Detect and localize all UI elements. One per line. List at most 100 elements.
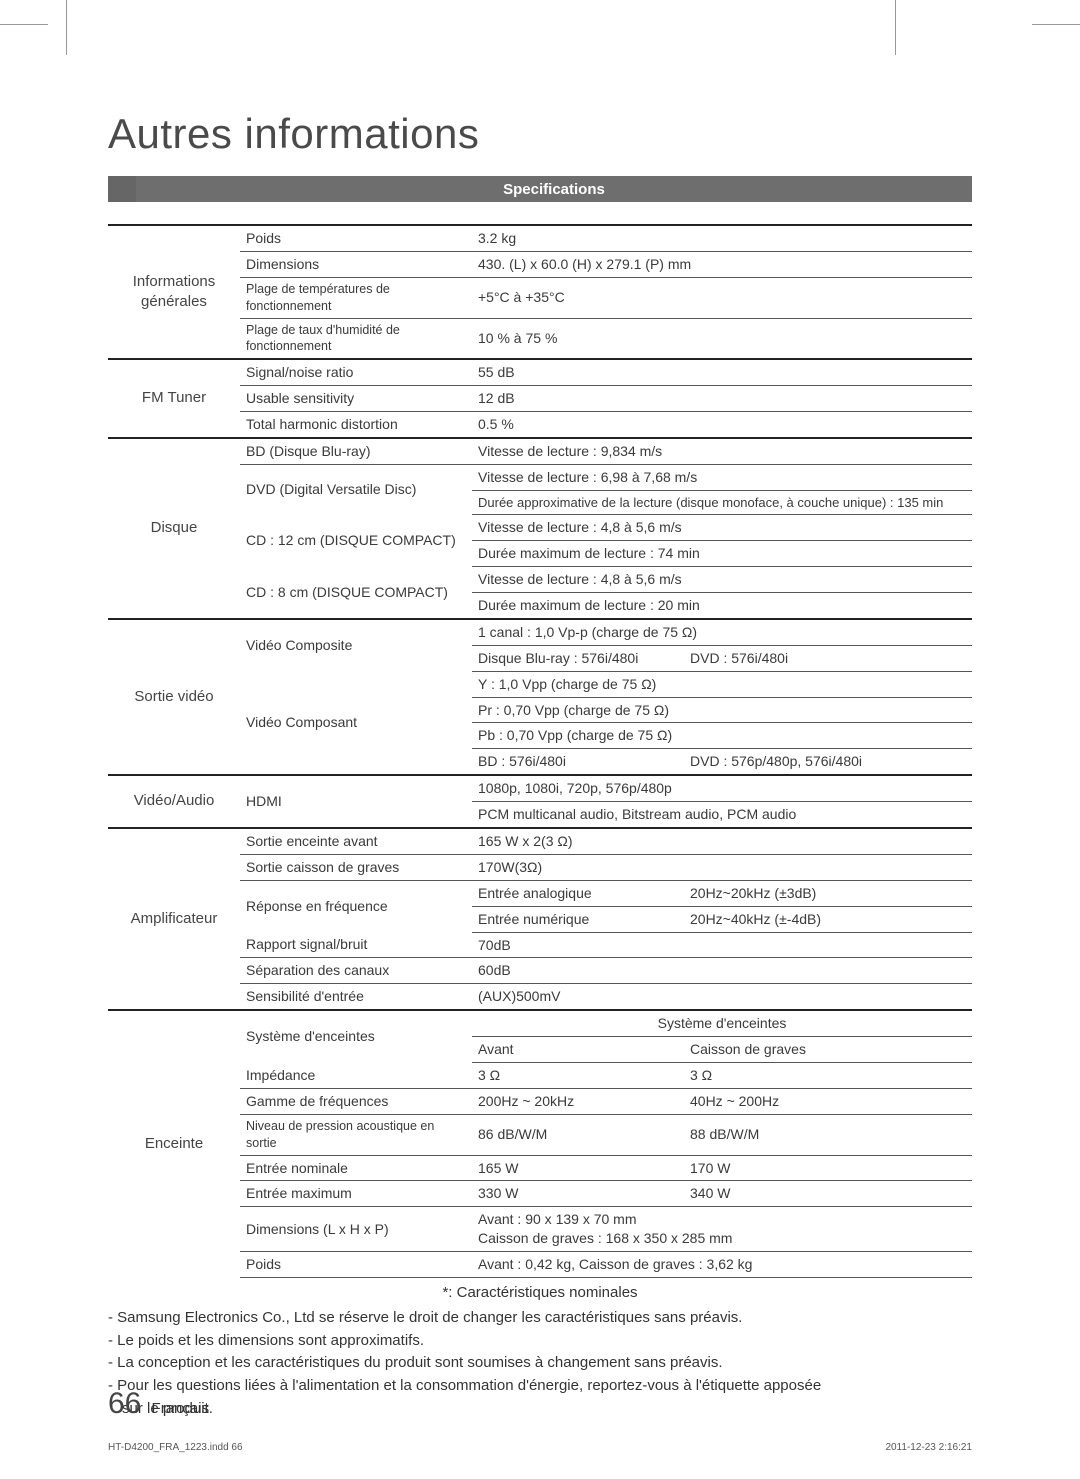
section-bar: Specifications [108,176,972,202]
row-value: 0.5 % [472,412,972,438]
row-value: Vitesse de lecture : 4,8 à 5,6 m/s [472,567,972,593]
row-value: Y : 1,0 Vpp (charge de 75 Ω) [472,671,972,697]
row-value: 340 W [684,1181,972,1207]
row-value: 430. (L) x 60.0 (H) x 279.1 (P) mm [472,251,972,277]
dim-front: Avant : 90 x 139 x 70 mm [478,1211,637,1227]
category-hdmi: Vidéo/Audio [108,775,240,828]
crop-mark [1032,24,1080,25]
row-value: 3 Ω [684,1062,972,1088]
page-number: 66 Français [108,1387,209,1421]
row-value: 170W(3Ω) [472,854,972,880]
row-value: Vitesse de lecture : 6,98 à 7,68 m/s [472,464,972,490]
row-value: 165 W x 2(3 Ω) [472,828,972,854]
row-value: Durée maximum de lecture : 20 min [472,592,972,618]
row-label: Réponse en fréquence [240,880,472,932]
page-language: Français [152,1400,210,1417]
row-label: Sortie enceinte avant [240,828,472,854]
row-value: Vitesse de lecture : 4,8 à 5,6 m/s [472,515,972,541]
crop-mark [895,0,896,55]
row-value: 60dB [472,958,972,984]
row-label: Impédance [240,1062,472,1088]
row-value: 3 Ω [472,1062,684,1088]
row-value: (AUX)500mV [472,984,972,1010]
row-value: Vitesse de lecture : 9,834 m/s [472,438,972,464]
dim-sub: Caisson de graves : 168 x 350 x 285 mm [478,1230,732,1246]
section-header: Specifications [136,176,972,202]
row-value: Entrée analogique [472,880,684,906]
row-value: 330 W [472,1181,684,1207]
row-label: Vidéo Composite [240,619,472,671]
spec-table: Informations générales Poids 3.2 kg Dime… [108,224,972,1278]
row-value: 1 canal : 1,0 Vp-p (charge de 75 Ω) [472,619,972,645]
row-label: Poids [240,1252,472,1278]
row-label: HDMI [240,775,472,828]
manual-page: Autres informations Specifications Infor… [0,0,1080,1479]
crop-mark [0,24,48,25]
page-number-value: 66 [108,1387,141,1420]
row-value: 10 % à 75 % [472,318,972,359]
row-label: BD (Disque Blu-ray) [240,438,472,464]
row-label: Sensibilité d'entrée [240,984,472,1010]
row-value: 165 W [472,1155,684,1181]
row-value: Avant : 0,42 kg, Caisson de graves : 3,6… [472,1252,972,1278]
row-label: Niveau de pression acoustique en sortie [240,1114,472,1155]
row-value: PCM multicanal audio, Bitstream audio, P… [472,802,972,828]
row-value: Disque Blu-ray : 576i/480i [472,645,684,671]
row-value: Avant : 90 x 139 x 70 mm Caisson de grav… [472,1207,972,1252]
row-value: Durée approximative de la lecture (disqu… [472,490,972,515]
row-value: 20Hz~20kHz (±3dB) [684,880,972,906]
category-amp: Amplificateur [108,828,240,1010]
row-label: CD : 12 cm (DISQUE COMPACT) [240,515,472,567]
row-label: Plage de taux d'humidité de fonctionneme… [240,318,472,359]
row-value: Durée maximum de lecture : 74 min [472,541,972,567]
column-header-front: Avant [472,1037,684,1063]
note-line: - Pour les questions liées à l'alimentat… [108,1375,972,1397]
crop-mark [66,0,67,55]
row-value: 12 dB [472,386,972,412]
row-value: DVD : 576i/480i [684,645,972,671]
row-label: Plage de températures de fonctionnement [240,277,472,318]
row-label: Séparation des canaux [240,958,472,984]
row-label: Signal/noise ratio [240,359,472,385]
row-label: Sortie caisson de graves [240,854,472,880]
note-line: sur le produit. [108,1398,972,1420]
note-line: - Le poids et les dimensions sont approx… [108,1330,972,1352]
category-fm: FM Tuner [108,359,240,438]
row-value: 200Hz ~ 20kHz [472,1088,684,1114]
footnote: *: Caractéristiques nominales [108,1284,972,1301]
category-video: Sortie vidéo [108,619,240,775]
row-label: Rapport signal/bruit [240,932,472,958]
row-label: Total harmonic distortion [240,412,472,438]
row-label: Entrée nominale [240,1155,472,1181]
row-label: Dimensions (L x H x P) [240,1207,472,1252]
row-value: 1080p, 1080i, 720p, 576p/480p [472,775,972,801]
category-disc: Disque [108,438,240,619]
category-general: Informations générales [108,225,240,359]
row-label: Système d'enceintes [240,1010,472,1062]
notes: - Samsung Electronics Co., Ltd se réserv… [108,1307,972,1420]
column-header-sub: Caisson de graves [684,1037,972,1063]
footer-timestamp: 2011-12-23 2:16:21 [885,1442,972,1453]
category-speaker: Enceinte [108,1010,240,1277]
row-label: CD : 8 cm (DISQUE COMPACT) [240,567,472,619]
row-value: Pr : 0,70 Vpp (charge de 75 Ω) [472,697,972,723]
note-line: - La conception et les caractéristiques … [108,1352,972,1374]
row-label: Gamme de fréquences [240,1088,472,1114]
row-value: DVD : 576p/480p, 576i/480i [684,749,972,775]
row-value: 55 dB [472,359,972,385]
page-title: Autres informations [108,110,972,158]
row-label: Vidéo Composant [240,671,472,775]
row-value: Système d'enceintes [472,1010,972,1036]
row-value: +5°C à +35°C [472,277,972,318]
row-value: 170 W [684,1155,972,1181]
row-value: Pb : 0,70 Vpp (charge de 75 Ω) [472,723,972,749]
row-label: Poids [240,225,472,251]
row-value: Entrée numérique [472,906,684,932]
note-line: - Samsung Electronics Co., Ltd se réserv… [108,1307,972,1329]
row-value: 40Hz ~ 200Hz [684,1088,972,1114]
footer-filename: HT-D4200_FRA_1223.indd 66 [108,1442,243,1453]
row-label: DVD (Digital Versatile Disc) [240,464,472,514]
bar-accent [108,176,136,202]
row-label: Entrée maximum [240,1181,472,1207]
row-value: 88 dB/W/M [684,1114,972,1155]
